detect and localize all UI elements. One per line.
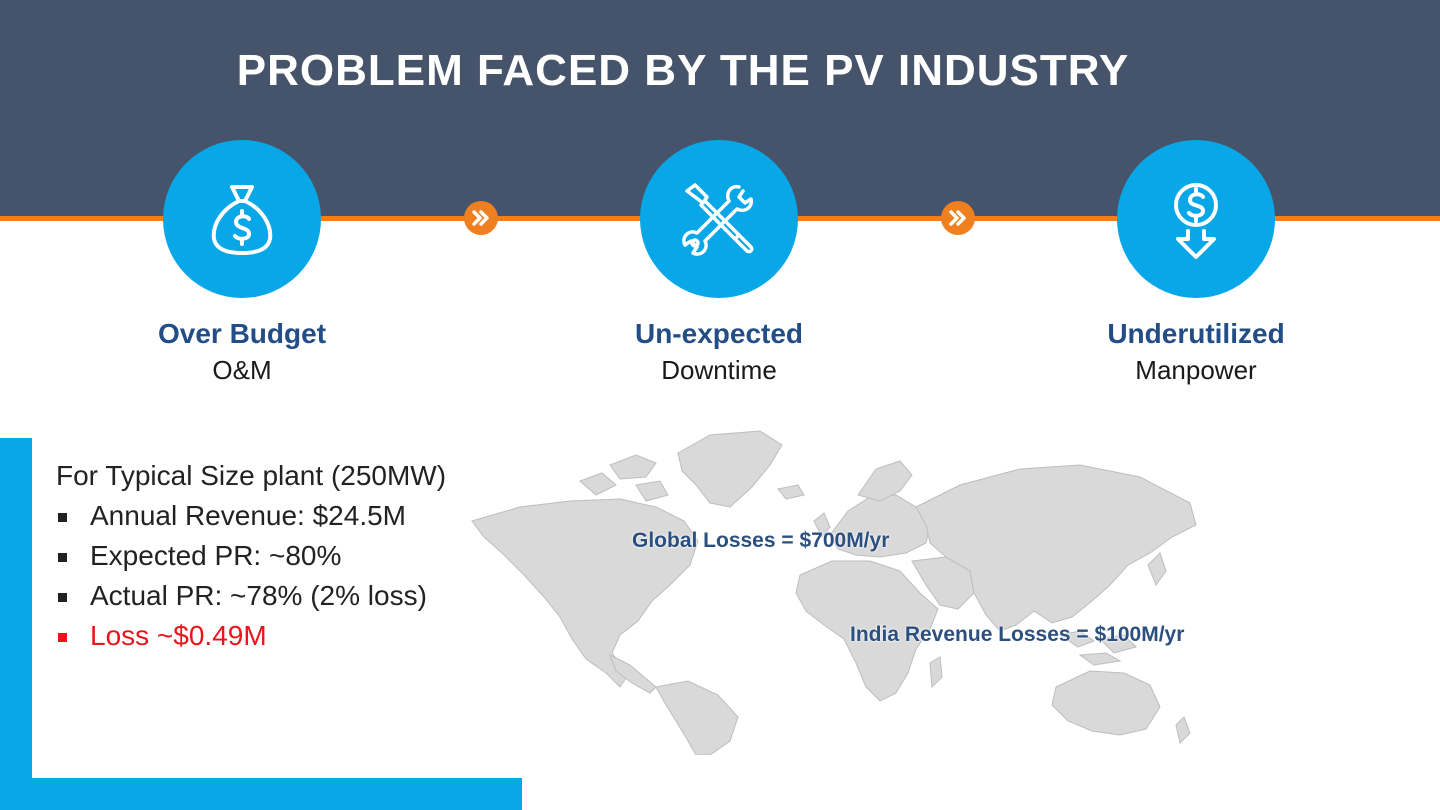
- problem-title: Over Budget: [157, 318, 327, 349]
- problem-subtitle: Downtime: [661, 355, 777, 385]
- slide-title: PROBLEM FACED BY THE PV INDUSTRY: [236, 46, 1130, 95]
- chevron-right-icon: [464, 201, 498, 235]
- bullet-loss: Loss ~$0.49M: [56, 618, 476, 654]
- problem-underutilized-manpower: Underutilized Manpower: [1046, 316, 1346, 388]
- plant-intro: For Typical Size plant (250MW): [56, 460, 447, 491]
- plant-bullets: Annual Revenue: $24.5M Expected PR: ~80%…: [56, 498, 476, 654]
- problem-over-budget: Over Budget O&M: [92, 316, 392, 388]
- bullet-expected-pr: Expected PR: ~80%: [56, 538, 476, 574]
- world-map: Global Losses = $700M/yr India Revenue L…: [460, 425, 1220, 756]
- problem-subtitle: O&M: [212, 355, 272, 385]
- money-bag-icon: [163, 140, 321, 298]
- bottom-accent-bar: [0, 778, 522, 810]
- bullet-actual-pr: Actual PR: ~78% (2% loss): [56, 578, 476, 614]
- problem-title: Underutilized: [1107, 318, 1285, 349]
- chevron-right-icon: [941, 201, 975, 235]
- problem-subtitle: Manpower: [1135, 355, 1257, 385]
- plant-stats: For Typical Size plant (250MW) Annual Re…: [56, 458, 476, 658]
- problem-title: Un-expected: [634, 318, 804, 349]
- bullet-annual-revenue: Annual Revenue: $24.5M: [56, 498, 476, 534]
- tools-icon: [640, 140, 798, 298]
- dollar-down-icon: [1117, 140, 1275, 298]
- global-losses-label: Global Losses = $700M/yr: [632, 529, 890, 552]
- india-losses-label: India Revenue Losses = $100M/yr: [850, 623, 1185, 646]
- problem-unexpected-downtime: Un-expected Downtime: [569, 316, 869, 388]
- left-accent-bar: [0, 438, 32, 810]
